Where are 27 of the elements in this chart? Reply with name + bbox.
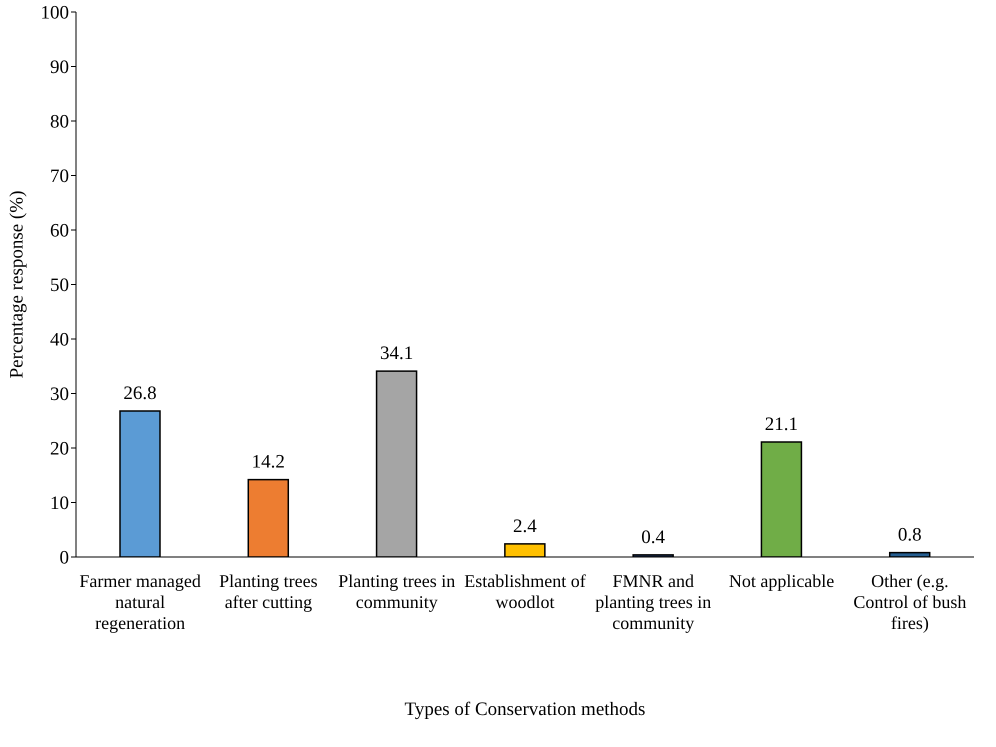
x-tick-label: Other (e.g. Control of bush fires)	[853, 571, 966, 633]
x-axis-title: Types of Conservation methods	[404, 699, 646, 720]
x-tick-label: FMNR and planting trees in community	[595, 571, 712, 633]
y-axis-title: Percentage response (%)	[6, 190, 28, 378]
x-tick-label: Establishment of woodlot	[464, 571, 586, 612]
y-tick-label: 50	[50, 275, 69, 296]
y-tick-label: 40	[50, 330, 69, 351]
data-label: 2.4	[512, 516, 538, 537]
y-tick-label: 70	[50, 166, 69, 188]
data-label: 14.2	[252, 452, 285, 473]
x-tick-label: Planting trees after cutting	[219, 571, 318, 612]
data-label: 0.4	[641, 526, 666, 548]
data-label: 21.1	[764, 414, 798, 436]
x-tick-label: Not applicable	[728, 571, 834, 591]
y-tick-label: 20	[50, 438, 69, 460]
y-tick-label: 90	[50, 57, 69, 78]
data-label: 34.1	[380, 343, 414, 364]
data-label: 26.8	[123, 382, 157, 404]
x-tick-label: Farmer managed natural regeneration	[79, 571, 201, 633]
y-tick-label: 10	[50, 493, 69, 514]
y-tick-label: 80	[50, 112, 69, 133]
y-tick-label: 100	[40, 2, 69, 24]
x-tick-label: Planting trees in community	[338, 571, 456, 612]
data-label: 0.8	[898, 524, 922, 546]
y-tick-label: 60	[50, 220, 69, 242]
y-tick-label: 0	[60, 548, 69, 569]
y-tick-label: 30	[50, 384, 69, 406]
